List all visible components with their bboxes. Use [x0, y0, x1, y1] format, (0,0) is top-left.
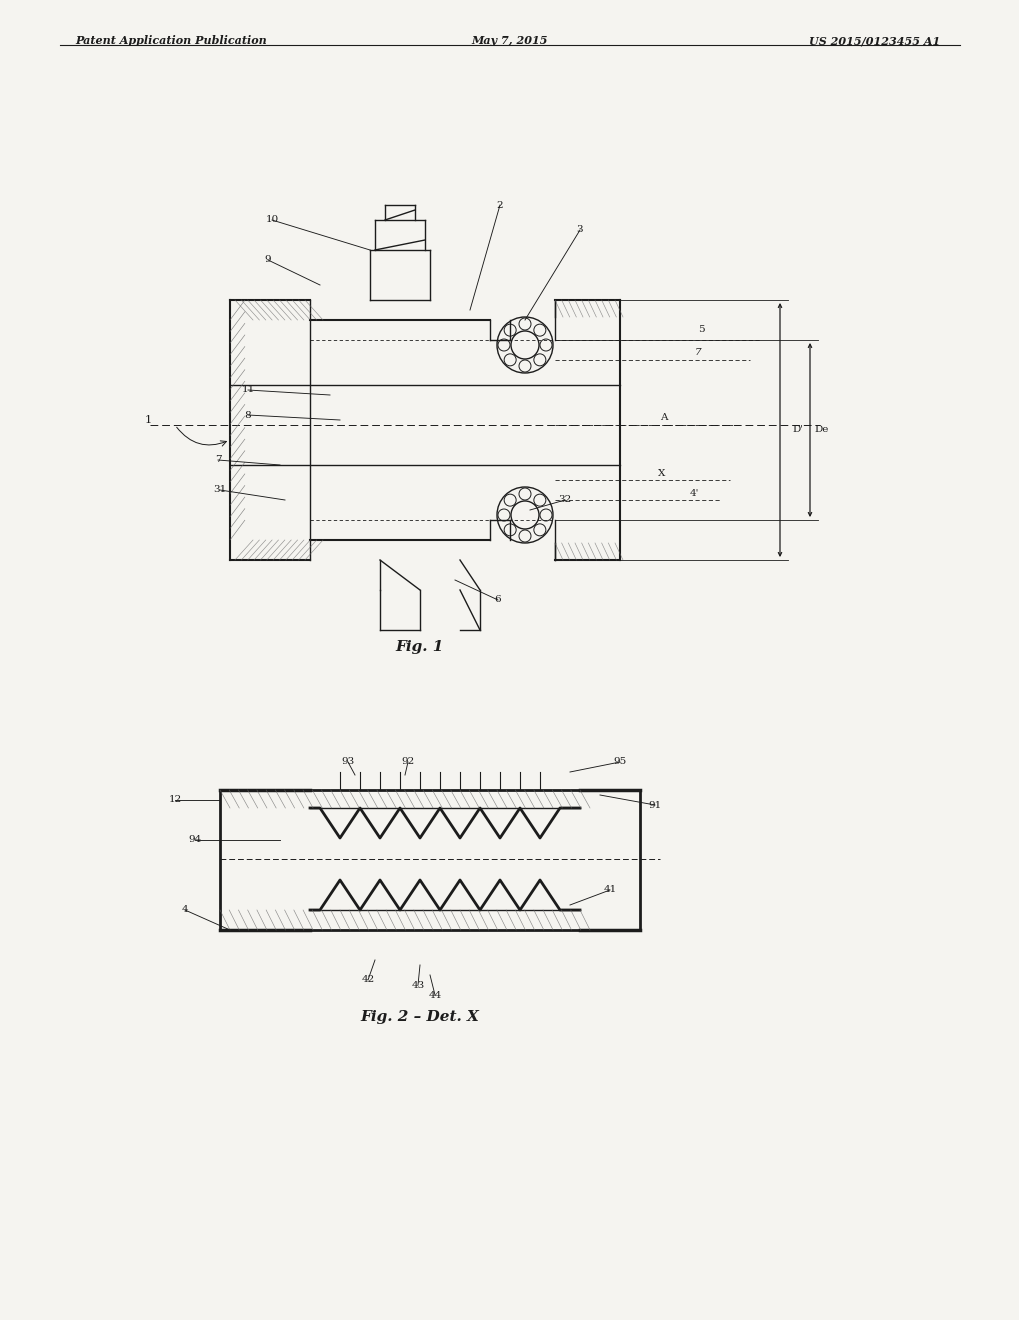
Text: 7: 7 [694, 348, 701, 356]
Text: 91: 91 [648, 800, 661, 809]
Text: Patent Application Publication: Patent Application Publication [75, 36, 267, 46]
Text: 44: 44 [428, 990, 441, 999]
Text: 42: 42 [361, 975, 374, 985]
Text: 11: 11 [242, 385, 255, 395]
Text: D': D' [791, 425, 802, 434]
Text: 8: 8 [245, 411, 251, 420]
Text: 43: 43 [411, 981, 424, 990]
Text: 41: 41 [603, 886, 616, 895]
Text: US 2015/0123455 A1: US 2015/0123455 A1 [808, 36, 940, 46]
Text: May 7, 2015: May 7, 2015 [471, 36, 548, 46]
Text: De: De [813, 425, 827, 434]
Text: X: X [657, 469, 664, 478]
Text: 10: 10 [265, 215, 278, 224]
Text: 1: 1 [145, 414, 152, 425]
Text: 3: 3 [576, 226, 583, 235]
Text: 7: 7 [214, 455, 221, 465]
Text: A: A [659, 413, 666, 422]
Text: 5: 5 [697, 325, 704, 334]
Text: 31: 31 [213, 486, 226, 495]
Text: 93: 93 [341, 758, 355, 767]
Text: 6: 6 [494, 595, 500, 605]
Text: 4': 4' [689, 488, 699, 498]
Text: Fig. 2 – Det. X: Fig. 2 – Det. X [360, 1010, 479, 1024]
Text: 92: 92 [401, 758, 414, 767]
Text: 32: 32 [557, 495, 571, 504]
Text: 94: 94 [189, 836, 202, 845]
Text: 2: 2 [496, 201, 502, 210]
Text: Fig. 1: Fig. 1 [395, 640, 443, 653]
Text: 95: 95 [612, 758, 626, 767]
Text: 9: 9 [264, 256, 271, 264]
Text: 12: 12 [168, 796, 181, 804]
Text: 4: 4 [181, 906, 189, 915]
